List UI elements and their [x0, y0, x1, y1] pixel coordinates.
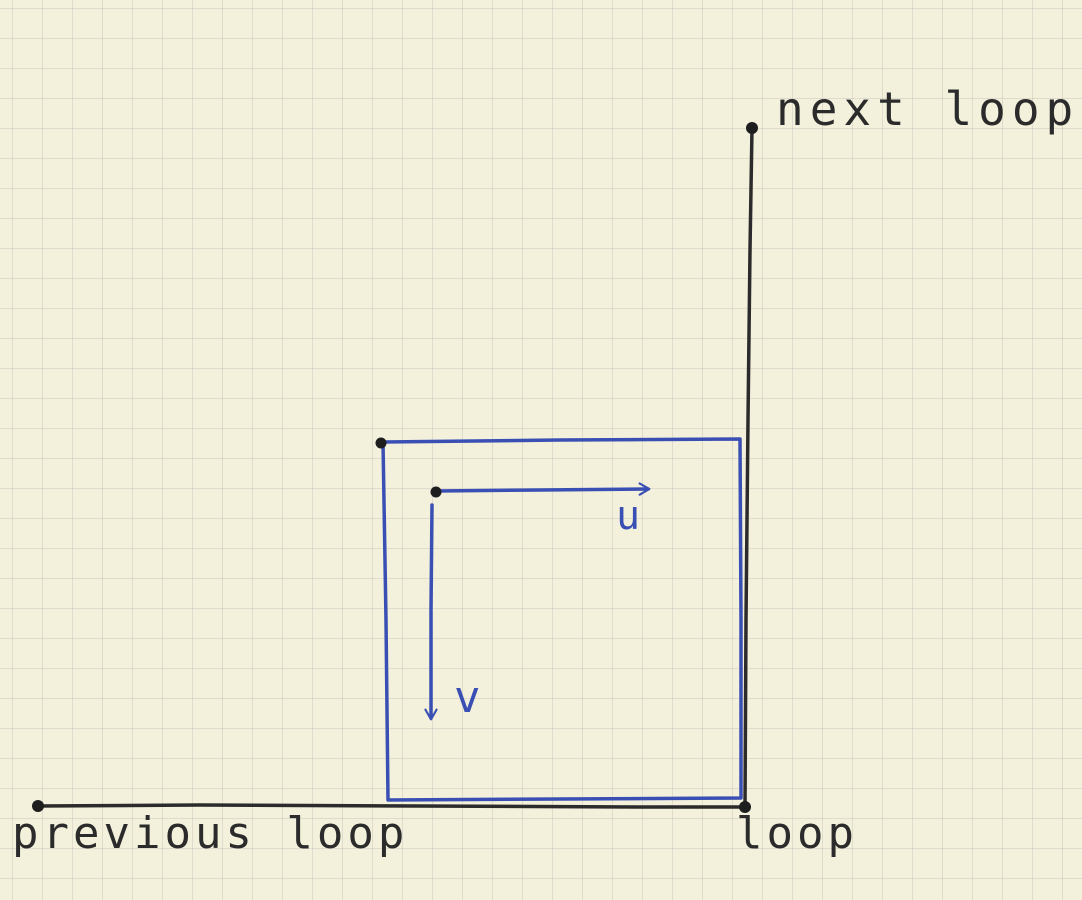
blue-square — [381, 437, 743, 802]
previous-loop-dot — [32, 800, 44, 812]
loop-label: loop — [736, 808, 858, 859]
v-arrow — [424, 503, 438, 721]
next-loop-dot — [746, 122, 758, 134]
next-loop-label: next loop — [776, 82, 1080, 136]
loop-dot — [739, 801, 751, 813]
u-arrow — [434, 482, 651, 496]
edge-loop-to-next — [743, 126, 754, 809]
v-label: v — [454, 672, 481, 723]
uv-origin-dot — [430, 486, 442, 498]
edge-previous-to-loop — [36, 803, 747, 809]
previous-loop-label: previous loop — [12, 808, 409, 859]
square-corner-dot — [375, 437, 387, 449]
u-label: u — [616, 493, 641, 539]
